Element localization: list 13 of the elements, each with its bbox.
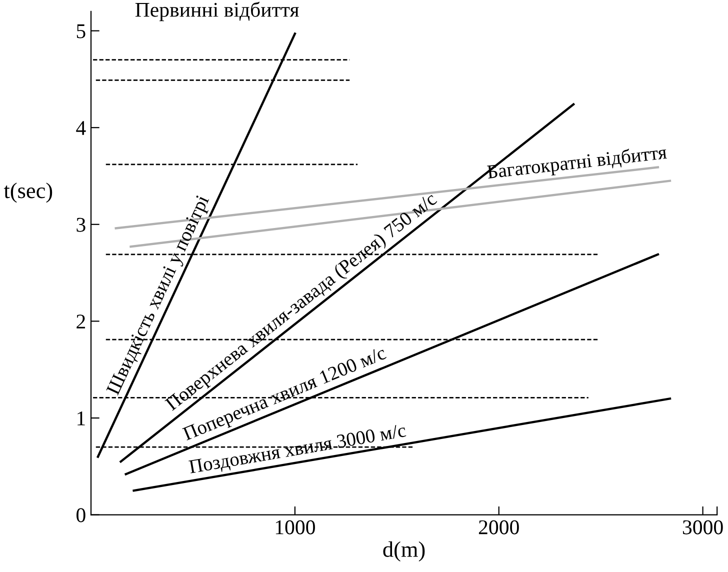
y-tick-label: 1 [78,411,85,426]
annotation: Багатократні відбиття [486,144,668,183]
y-tick-label: 5 [76,24,86,38]
y-tick-label: 0 [76,508,86,522]
x-tick-label: 1000 [276,520,315,534]
x-tick-label: 2000 [478,520,519,534]
y-tick-label: 4 [76,121,86,135]
y-axis-title: t(sec) [4,182,52,203]
x-axis-title: d(m) [383,541,425,562]
annotation: Первинні відбиття [135,2,299,22]
y-tick-label: 3 [76,218,86,232]
y-tick-label: 2 [76,314,85,328]
x-tick-label: 3000 [682,520,723,534]
